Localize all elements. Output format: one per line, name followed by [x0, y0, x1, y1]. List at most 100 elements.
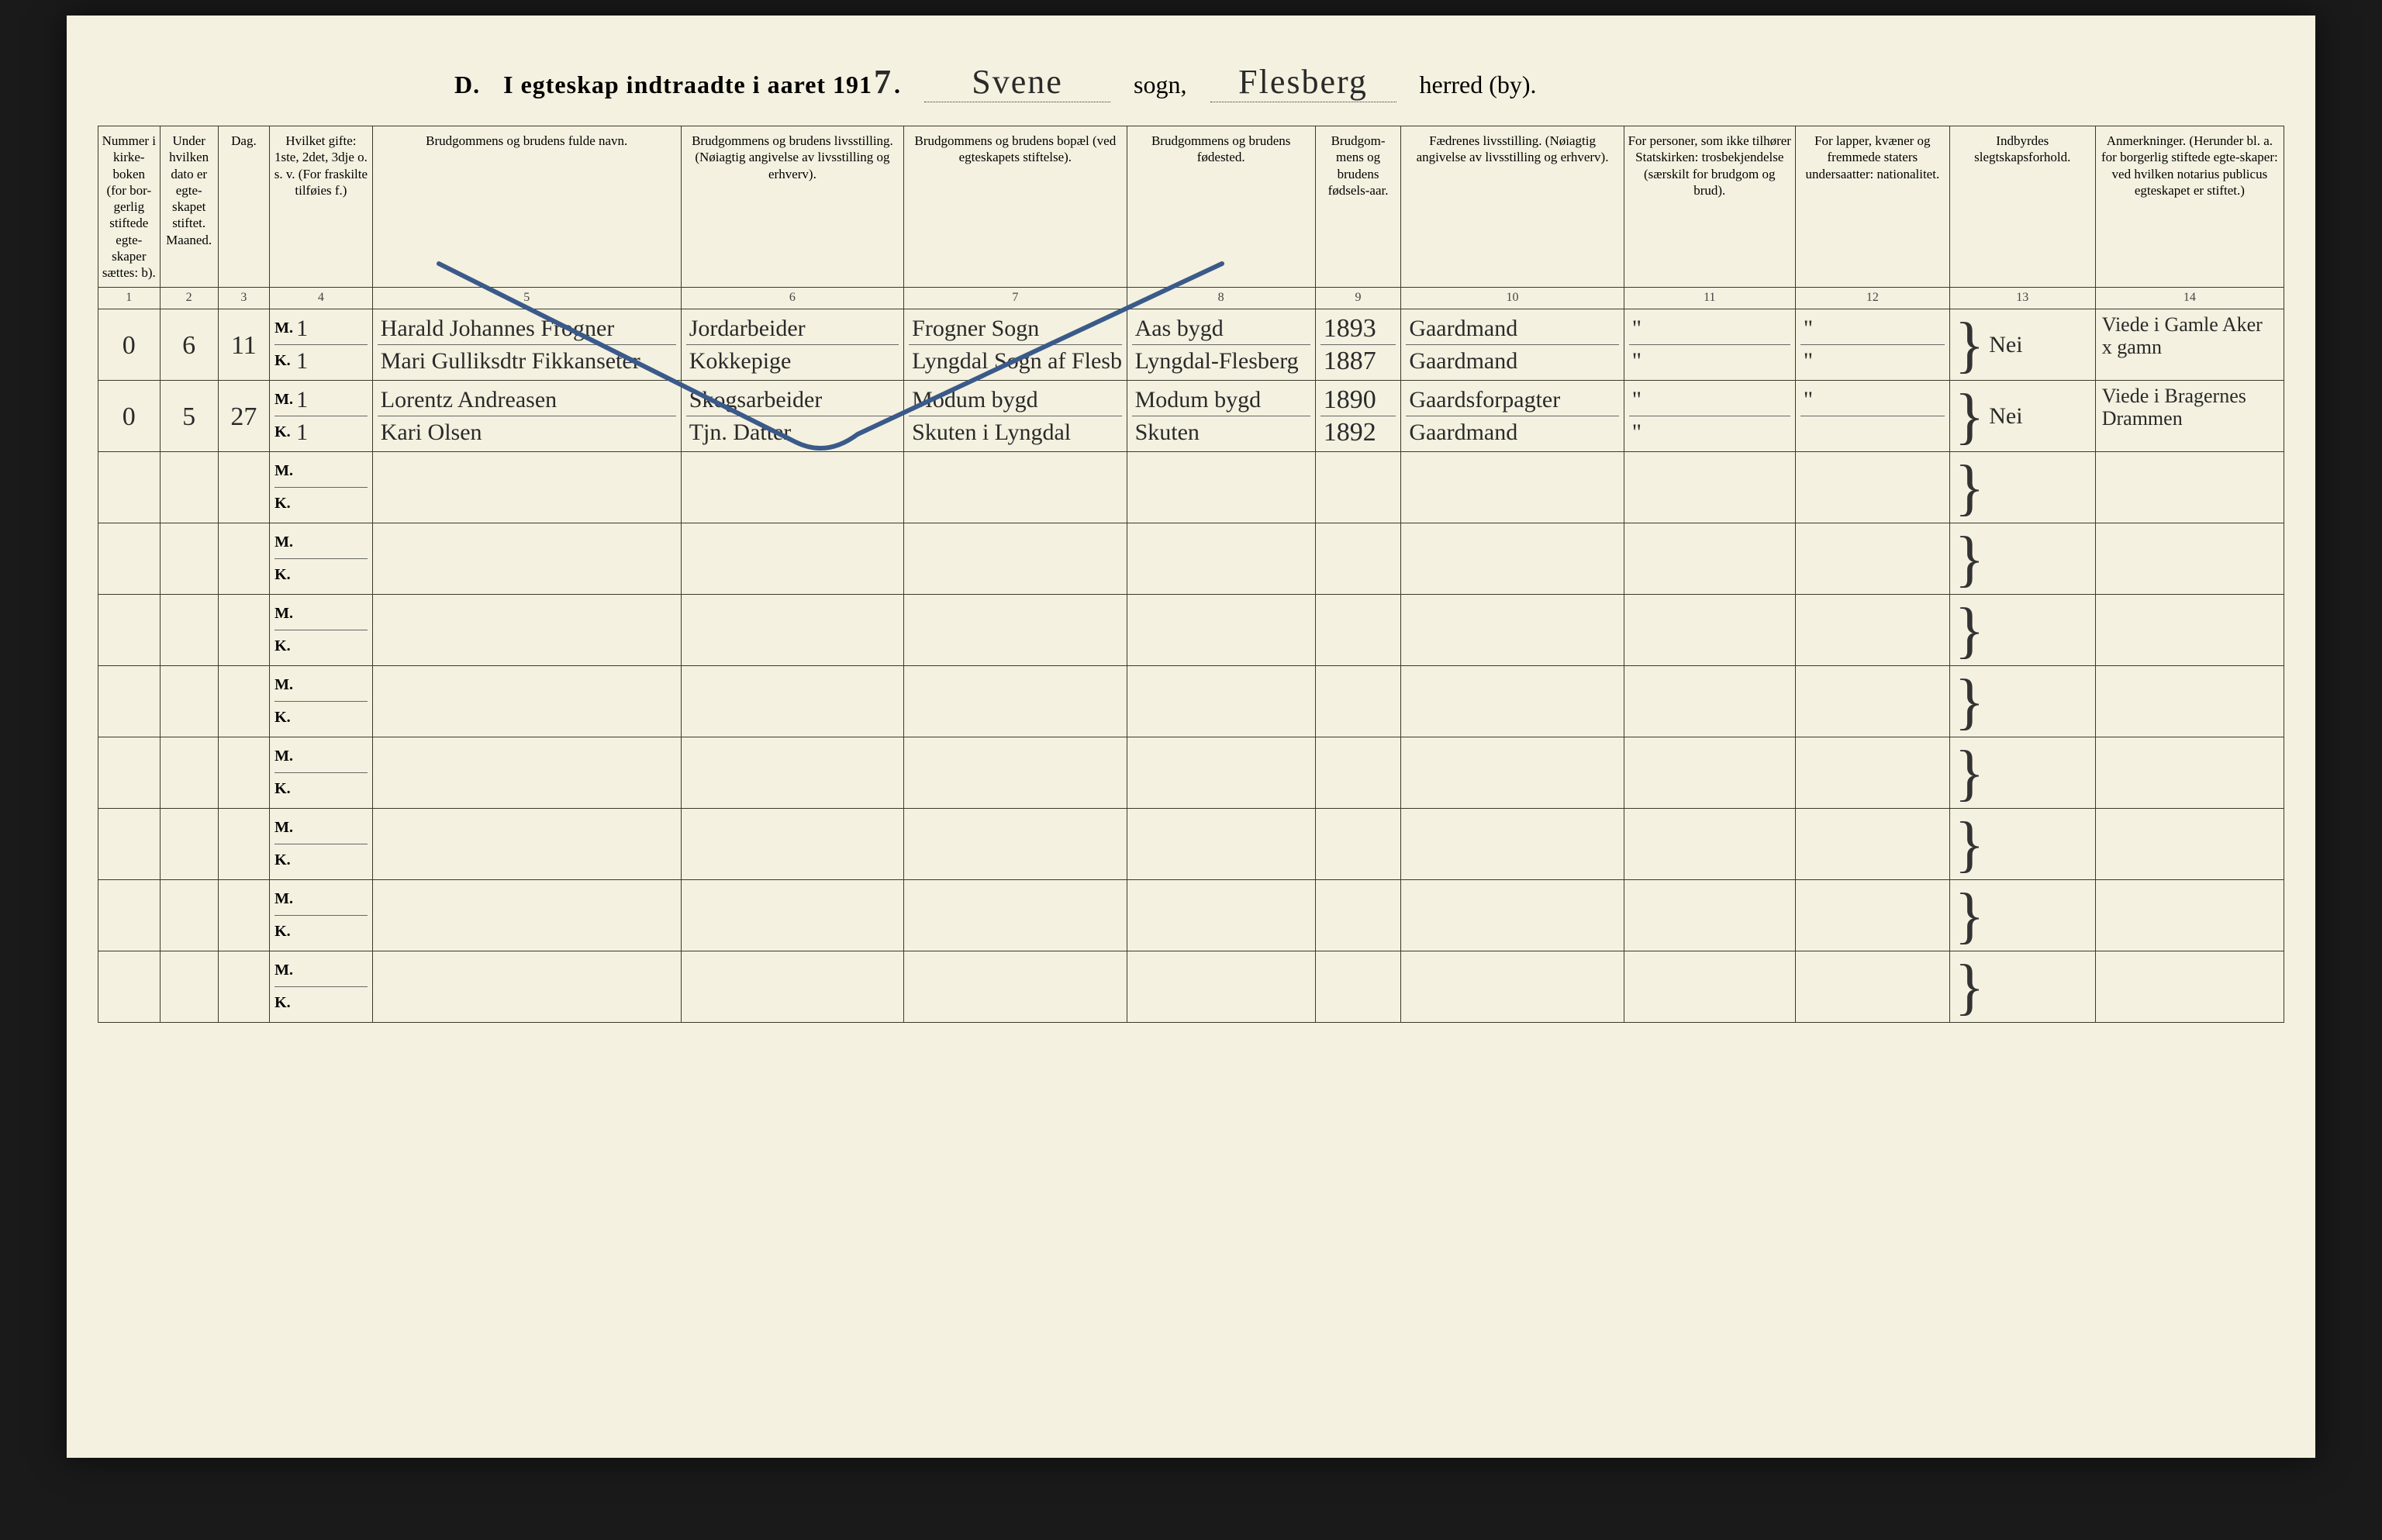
title-printed: I egteskap indtraadte i aaret 1917. — [503, 62, 901, 102]
cell-blank — [1795, 880, 1949, 951]
cell-blank: M. K. — [270, 523, 373, 595]
cell-gifte: M.1 K.1 — [270, 309, 373, 381]
cell-blank — [160, 880, 218, 951]
table-row-blank: M. K. } — [98, 951, 2284, 1023]
cell-blank — [98, 595, 161, 666]
cell-blank — [1624, 595, 1795, 666]
cell-blank — [904, 666, 1127, 737]
cell-blank — [2095, 880, 2284, 951]
column-header: Hvilket gifte: 1ste, 2det, 3dje o. s. v.… — [270, 126, 373, 288]
cell-blank — [2095, 595, 2284, 666]
cell-blank — [1795, 452, 1949, 523]
cell-maaned: 5 — [160, 381, 218, 452]
cell-blank: } — [1949, 452, 2095, 523]
cell-blank — [98, 951, 161, 1023]
table-row: 0611 M.1 K.1 Harald Johannes Frogner Mar… — [98, 309, 2284, 381]
table-row-blank: M. K. } — [98, 523, 2284, 595]
column-header: Nummer i kirke-boken (for bor-gerlig sti… — [98, 126, 161, 288]
cell-blank: } — [1949, 737, 2095, 809]
cell-bopal: Frogner Sogn Lyngdal Sogn af Flesberg — [904, 309, 1127, 381]
table-row-blank: M. K. } — [98, 595, 2284, 666]
column-header: Dag. — [218, 126, 269, 288]
cell-blank — [160, 809, 218, 880]
cell-blank — [904, 595, 1127, 666]
cell-blank — [904, 951, 1127, 1023]
column-number: 3 — [218, 288, 269, 309]
cell-blank — [1127, 595, 1315, 666]
header-row: Nummer i kirke-boken (for bor-gerlig sti… — [98, 126, 2284, 288]
cell-blank — [1795, 523, 1949, 595]
cell-blank — [2095, 737, 2284, 809]
column-header: Brudgommens og brudens fødested. — [1127, 126, 1315, 288]
cell-slegt: }Nei — [1949, 381, 2095, 452]
herred-field: Flesberg — [1210, 62, 1396, 102]
cell-blank — [218, 595, 269, 666]
cell-blank — [1624, 452, 1795, 523]
cell-blank — [1127, 666, 1315, 737]
cell-blank — [1624, 737, 1795, 809]
cell-blank — [372, 809, 681, 880]
cell-blank — [1315, 523, 1401, 595]
cell-blank — [98, 452, 161, 523]
column-number: 7 — [904, 288, 1127, 309]
cell-blank — [1401, 666, 1624, 737]
cell-blank — [1401, 452, 1624, 523]
cell-blank: M. K. — [270, 737, 373, 809]
cell-blank — [372, 737, 681, 809]
cell-blank — [1127, 880, 1315, 951]
section-letter: D. — [454, 71, 480, 99]
cell-blank — [1795, 951, 1949, 1023]
cell-slegt: }Nei — [1949, 309, 2095, 381]
cell-blank — [2095, 951, 2284, 1023]
cell-blank — [372, 880, 681, 951]
cell-blank — [372, 951, 681, 1023]
cell-blank — [2095, 523, 2284, 595]
cell-blank — [1401, 523, 1624, 595]
cell-blank — [98, 809, 161, 880]
cell-bopal: Modum bygd Skuten i Lyngdal — [904, 381, 1127, 452]
cell-blank — [1315, 452, 1401, 523]
cell-blank — [1127, 951, 1315, 1023]
cell-blank — [1127, 809, 1315, 880]
cell-blank — [160, 523, 218, 595]
cell-blank — [372, 666, 681, 737]
cell-aar: 1893 1887 — [1315, 309, 1401, 381]
cell-blank — [1401, 737, 1624, 809]
cell-blank — [681, 452, 903, 523]
cell-blank: M. K. — [270, 809, 373, 880]
cell-blank — [218, 452, 269, 523]
cell-blank — [681, 595, 903, 666]
cell-fodested: Modum bygd Skuten — [1127, 381, 1315, 452]
cell-dag: 27 — [218, 381, 269, 452]
cell-blank — [904, 809, 1127, 880]
cell-fodested: Aas bygd Lyngdal-Flesberg — [1127, 309, 1315, 381]
cell-blank — [1315, 880, 1401, 951]
cell-blank — [904, 452, 1127, 523]
cell-blank: } — [1949, 809, 2095, 880]
cell-maaned: 6 — [160, 309, 218, 381]
column-number: 10 — [1401, 288, 1624, 309]
cell-blank — [1624, 523, 1795, 595]
cell-blank — [372, 452, 681, 523]
column-number: 13 — [1949, 288, 2095, 309]
column-number: 11 — [1624, 288, 1795, 309]
sogn-label: sogn, — [1134, 71, 1186, 99]
cell-blank — [681, 880, 903, 951]
cell-blank — [2095, 809, 2284, 880]
cell-blank — [1795, 737, 1949, 809]
cell-blank — [681, 737, 903, 809]
cell-blank — [160, 595, 218, 666]
cell-blank: M. K. — [270, 880, 373, 951]
column-number: 1 — [98, 288, 161, 309]
cell-blank — [904, 880, 1127, 951]
cell-blank — [1795, 809, 1949, 880]
cell-blank: M. K. — [270, 452, 373, 523]
cell-blank — [1624, 809, 1795, 880]
cell-blank — [218, 809, 269, 880]
cell-blank — [1401, 595, 1624, 666]
column-header: Fædrenes livsstilling. (Nøiagtig angivel… — [1401, 126, 1624, 288]
cell-blank — [160, 737, 218, 809]
column-number: 9 — [1315, 288, 1401, 309]
column-number: 14 — [2095, 288, 2284, 309]
column-header: Under hvilken dato er egte-skapet stifte… — [160, 126, 218, 288]
